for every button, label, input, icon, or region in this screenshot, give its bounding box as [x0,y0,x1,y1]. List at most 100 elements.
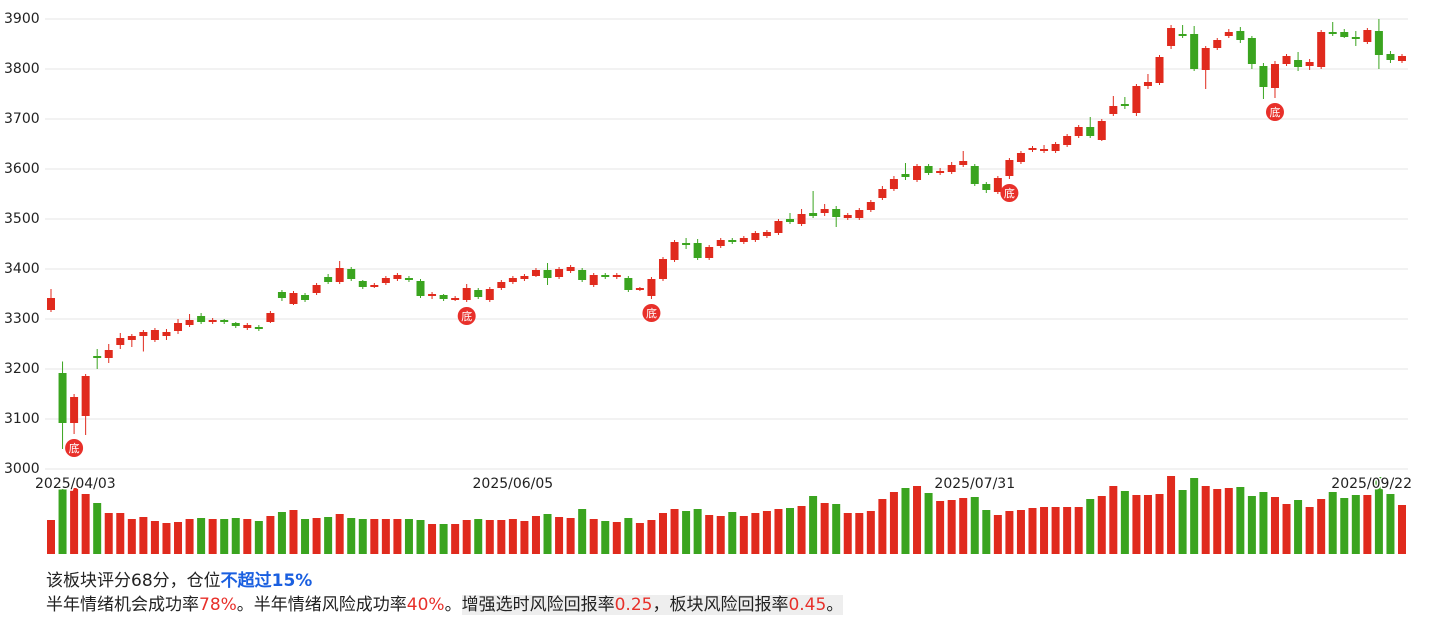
y-tick-label: 3200 [4,361,40,377]
candle-body [277,292,286,298]
candle-body [658,259,667,279]
volume-bar [947,500,956,554]
candle-body [1328,32,1337,34]
volume-bar [762,511,771,554]
candle-body [566,267,575,271]
volume-bar [1247,496,1256,554]
summary-line: 半年情绪机会成功率78%。半年情绪风险成功率40%。增强选时风险回报率0.25，… [46,590,844,615]
summary-text: ，板块风险回报率 [652,595,789,615]
candle-body [301,295,310,300]
candle-body [324,277,333,282]
volume-bar [682,511,691,554]
candle-body [1282,56,1291,64]
volume-bar [1040,507,1049,554]
y-tick-label: 3400 [4,261,40,277]
volume-bar [913,486,922,554]
volume-bar [1016,510,1025,554]
candle-body [1143,82,1152,86]
y-tick-label: 3500 [4,211,40,227]
candle-body [254,327,263,329]
candle-body [751,233,760,240]
candle-body [231,323,240,326]
volume-bar [1213,489,1222,554]
candle-body [624,278,633,290]
volume-bar [1270,497,1279,554]
candle-body [843,215,852,218]
volume-bar [1097,496,1106,554]
candle-body [220,320,229,322]
volume-bar [612,522,621,554]
volume-bar [970,497,979,554]
candle-body [1063,136,1072,145]
volume-bar [959,498,968,554]
volume-bar [832,504,841,554]
volume-bar [647,520,656,554]
volume-bar [335,514,344,554]
volume-bar [751,513,760,554]
candle-body [739,238,748,242]
candle-body [474,290,483,297]
volume-bar [370,519,379,554]
rate: 40% [406,595,445,615]
candle-body [855,210,864,218]
candle-body [393,275,402,279]
volume-bar [1155,494,1164,554]
signal-marker [65,439,84,457]
candle-body [878,189,887,198]
candle-body [601,275,610,277]
volume-bar [658,513,667,554]
volume-bar [1224,488,1233,554]
candle-body [728,240,737,242]
y-tick-label: 3800 [4,61,40,77]
summary-text: 。 [444,595,462,615]
x-tick-label: 2025/04/03 [35,476,116,492]
volume-bar [508,519,517,554]
candle-body [174,323,183,331]
volume-bar [1305,507,1314,554]
summary-text: 该板块评分68分，仓位 [46,571,221,591]
candle-body [924,166,933,173]
position-limit: 不超过15% [220,571,313,591]
volume-bar [1282,504,1291,554]
signal-label: 底 [646,306,657,320]
volume-bar [774,509,783,554]
candle-body [716,240,725,246]
candle-body [1120,104,1129,106]
volume-bar [381,519,390,554]
highlight: 增强选时风险回报率0.25，板块风险回报率0.45。 [461,595,844,615]
volume-bar [878,499,887,554]
summary-text: 。 [826,595,844,615]
volume-bar [416,520,425,554]
volume-bar [1328,492,1337,554]
candle-body [774,221,783,233]
signal-marker [1265,103,1284,121]
candle-body [1247,38,1256,64]
volume-bar [139,517,148,554]
candle-body [970,166,979,184]
candle-body [543,270,552,278]
volume-bar [705,515,714,554]
candle-body [416,281,425,296]
candle-body [370,285,379,287]
volume-bar [924,493,933,554]
candle-body [832,209,841,217]
candle-body [762,232,771,236]
y-tick-label: 3000 [4,461,40,477]
volume-bar [324,517,333,554]
volume-bar [174,522,183,554]
candle-body [1340,32,1349,37]
candle-body [959,161,968,165]
volume-bar [70,488,79,554]
volume-bar [820,503,829,554]
candle-body [289,293,298,304]
candle-body [1097,121,1106,140]
volume-bar [1109,486,1118,554]
candle-body [243,325,252,328]
candle-body [1178,34,1187,36]
candle-body [866,202,875,210]
volume-bar [1317,499,1326,554]
candle-body [1294,60,1303,67]
volume-bar [1236,487,1245,554]
summary-line: 该板块评分68分，仓位不超过15% [46,566,312,591]
